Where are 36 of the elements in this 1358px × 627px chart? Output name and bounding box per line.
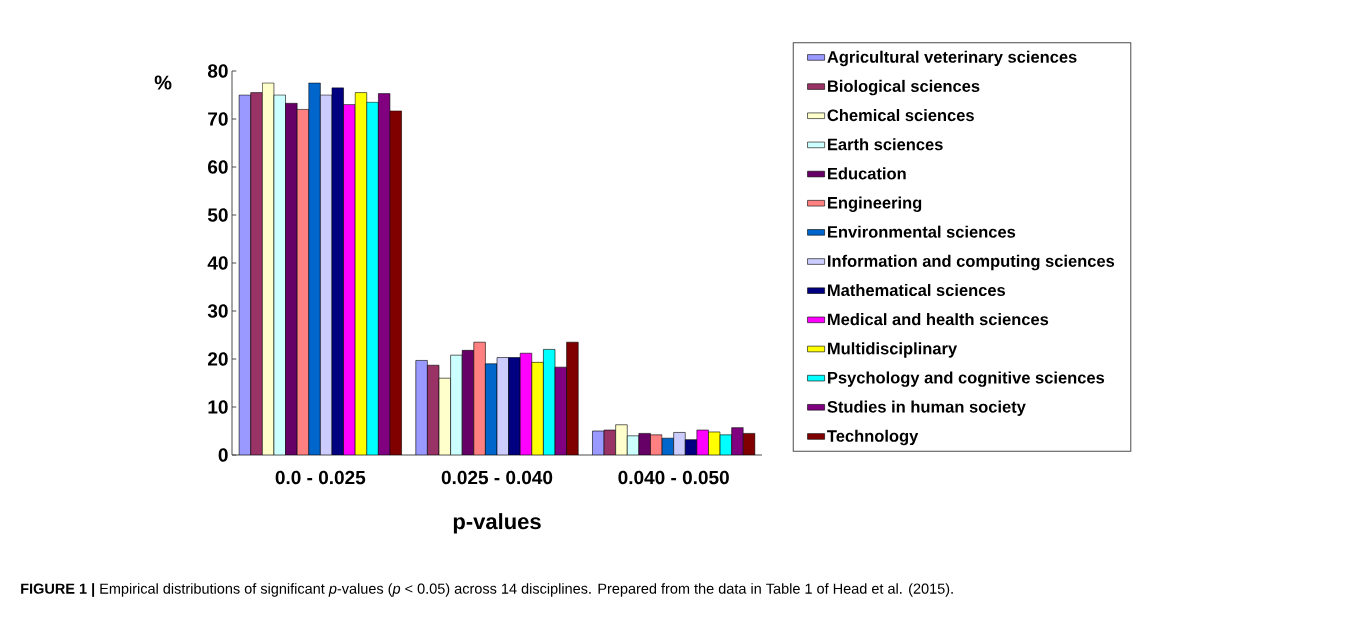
legend-label: Agricultural veterinary sciences	[827, 50, 1077, 67]
legend-label: Earth sciences	[828, 138, 943, 151]
bar	[473, 341, 486, 455]
y-tick-label: 0	[218, 448, 228, 462]
text: FIGURE 1 | Empirical distributions of significant p-values (p < 0.05) across 14 disciplines. Prepared from the data in Table 1 of Head et al. (2015).	[21, 583, 953, 597]
bar	[615, 424, 628, 455]
y-tick-label: 70	[208, 112, 228, 126]
bar	[731, 427, 744, 455]
bar	[366, 101, 379, 455]
y-tick-label: 30	[207, 304, 228, 318]
legend-label: Chemical sciences	[827, 109, 974, 122]
x-tick-label: 0.040 - 0.050	[618, 470, 729, 485]
y-tick-label: 80	[207, 64, 228, 78]
bar	[531, 362, 544, 455]
y-tick-label: 10	[208, 400, 228, 414]
x-axis-title: p-values	[453, 513, 541, 534]
x-tick-label: 0.025 - 0.040	[441, 470, 553, 485]
bar	[250, 92, 263, 455]
legend-label: Information and computing sciences	[828, 254, 1115, 271]
x-tick-label: 0.0 - 0.025	[275, 470, 366, 485]
bar	[415, 360, 428, 455]
legend-label: Education	[828, 167, 906, 180]
legend-label: Psychology and cognitive sciences	[828, 371, 1105, 387]
legend-label: Technology	[827, 429, 919, 446]
y-tick-label: 20	[207, 352, 228, 366]
legend-label: Biological sciences	[828, 79, 980, 96]
legend-label: Environmental sciences	[828, 225, 1016, 238]
legend-label: Engineering	[828, 196, 922, 212]
y-axis-title: %	[154, 75, 172, 90]
legend-label: Studies in human society	[827, 400, 1026, 416]
legend-label: Multidisciplinary	[828, 342, 958, 358]
legend-label: Medical and health sciences	[828, 313, 1049, 326]
y-tick-label: 60	[208, 160, 228, 174]
legend-label: Mathematical sciences	[828, 283, 1006, 297]
y-tick-label: 50	[207, 208, 228, 222]
y-tick-label: 40	[207, 256, 228, 270]
